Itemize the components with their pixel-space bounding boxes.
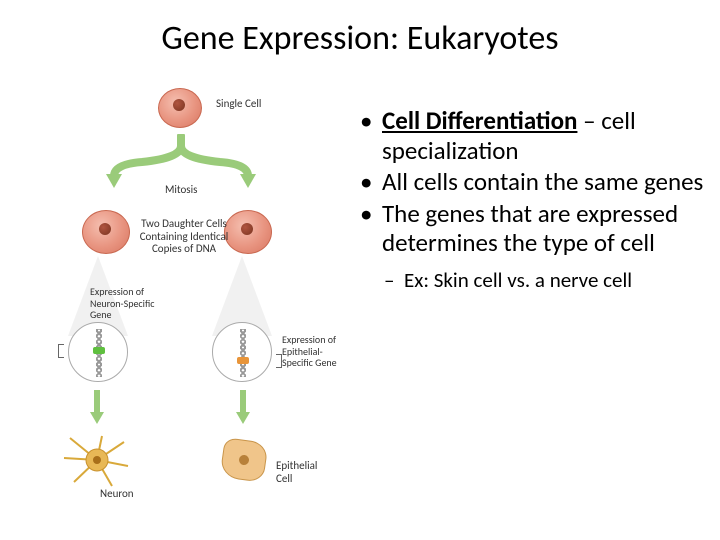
nucleus-icon bbox=[173, 99, 185, 111]
label-epithelial-gene-expression: Expression of Epithelial-Specific Gene bbox=[282, 334, 348, 369]
mitosis-split-arrow-icon bbox=[102, 134, 260, 188]
daughter-cell-left-icon bbox=[82, 210, 130, 254]
bullet-list: Cell Differentiation – cell specializati… bbox=[360, 106, 712, 293]
single-cell-icon bbox=[158, 88, 202, 128]
neuron-cell-icon bbox=[62, 432, 132, 488]
neuron-gene-marker-icon bbox=[93, 347, 105, 354]
bullet-item-genes-expressed: The genes that are expressed determines … bbox=[360, 199, 712, 258]
bracket-icon bbox=[58, 344, 64, 358]
nucleus-icon bbox=[241, 223, 253, 235]
dna-helix-icon bbox=[240, 329, 246, 377]
term-cell-differentiation: Cell Differentiation bbox=[382, 105, 577, 136]
dna-magnify-right-icon bbox=[212, 322, 272, 382]
nucleus-icon bbox=[99, 223, 111, 235]
label-single-cell: Single Cell bbox=[216, 98, 261, 111]
label-neuron-gene-expression: Expression of Neuron-Specific Gene bbox=[90, 286, 156, 321]
arrow-down-icon bbox=[236, 390, 250, 424]
cell-differentiation-diagram: Single Cell Mitosis Two Daughter Cells C… bbox=[30, 88, 350, 518]
label-daughter-cells: Two Daughter Cells Containing Identical … bbox=[138, 218, 230, 256]
label-neuron: Neuron bbox=[100, 488, 134, 501]
epithelial-gene-marker-icon bbox=[237, 357, 249, 364]
bullet-subitem-example: Ex: Skin cell vs. a nerve cell bbox=[360, 268, 712, 293]
slide-title: Gene Expression: Eukaryotes bbox=[0, 18, 720, 59]
epithelial-cell-icon bbox=[219, 437, 268, 483]
bullet-item-differentiation: Cell Differentiation – cell specializati… bbox=[360, 106, 712, 165]
dna-magnify-left-icon bbox=[68, 322, 128, 382]
arrow-down-icon bbox=[90, 390, 104, 424]
daughter-cell-right-icon bbox=[224, 210, 272, 254]
bullet-item-all-cells: All cells contain the same genes bbox=[360, 167, 712, 197]
nucleus-icon bbox=[238, 454, 249, 465]
label-mitosis: Mitosis bbox=[165, 184, 197, 197]
label-epithelial: Epithelial Cell bbox=[276, 460, 326, 485]
